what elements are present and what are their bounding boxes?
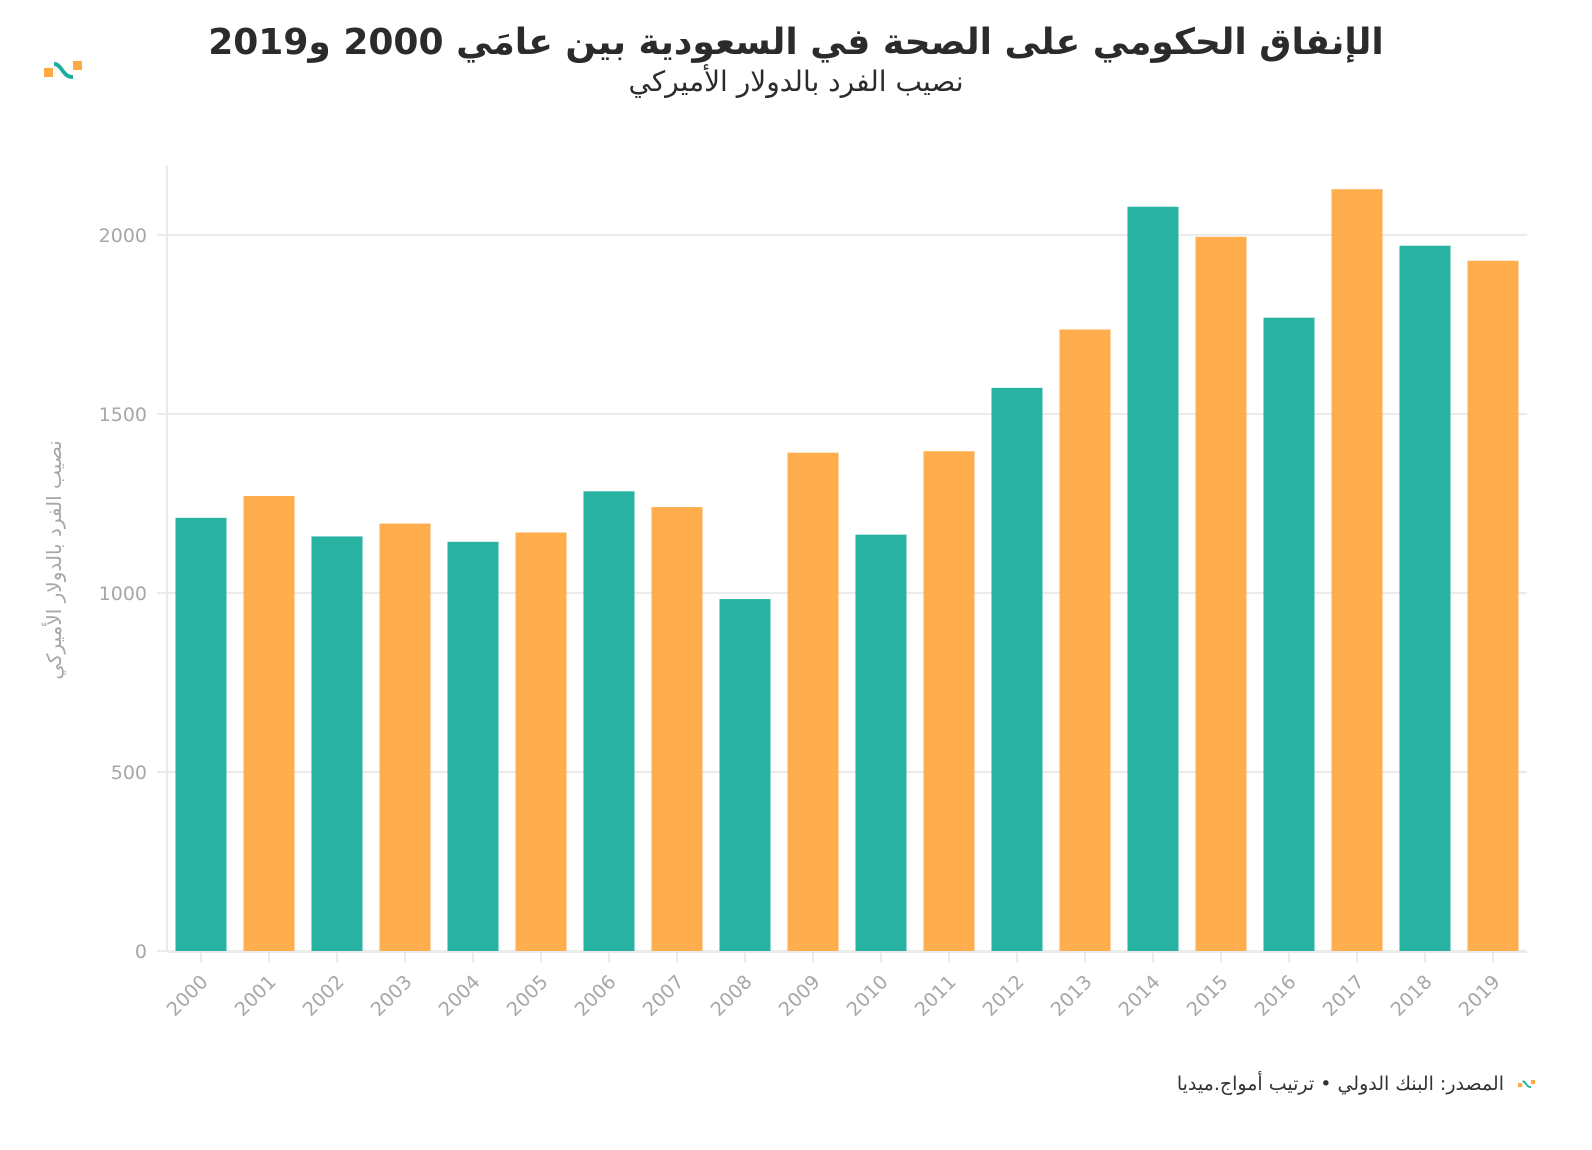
bar-2016 — [1263, 317, 1315, 951]
x-tick-label: 2003 — [367, 971, 417, 1021]
bar-2013 — [1059, 329, 1111, 952]
bar-2003 — [379, 523, 431, 951]
x-tick-label: 2004 — [435, 971, 485, 1021]
chart-title: الإنفاق الحكومي على الصحة في السعودية بي… — [208, 22, 1384, 63]
x-tick-label: 2016 — [1251, 971, 1301, 1021]
y-tick-label: 0 — [135, 941, 147, 963]
bar-2014 — [1127, 206, 1179, 951]
x-tick-label: 2013 — [1047, 971, 1097, 1021]
bar-2011 — [923, 451, 975, 951]
x-tick-label: 2010 — [843, 971, 893, 1021]
x-tick-label: 2007 — [639, 971, 689, 1021]
y-tick-label: 500 — [111, 762, 147, 784]
bar-2001 — [243, 495, 295, 951]
x-tick-label: 2018 — [1387, 971, 1437, 1021]
amwaj-media-logo-icon — [44, 61, 82, 79]
x-tick-label: 2019 — [1455, 971, 1505, 1021]
x-tick-label: 2000 — [163, 971, 213, 1021]
x-tick-label: 2002 — [299, 971, 349, 1021]
bar-2000 — [175, 517, 227, 951]
x-tick-label: 2012 — [979, 971, 1029, 1021]
source-text: المصدر: البنك الدولي • ترتيب أمواج.ميديا — [1176, 1073, 1504, 1095]
bar-2018 — [1399, 245, 1451, 952]
y-tick-label: 1000 — [99, 583, 147, 605]
x-tick-label: 2006 — [571, 971, 621, 1021]
bar-2002 — [311, 536, 363, 951]
bar-2017 — [1331, 189, 1383, 951]
x-tick-label: 2008 — [707, 971, 757, 1021]
y-tick-label: 1500 — [99, 404, 147, 426]
x-tick-label: 2011 — [911, 971, 961, 1021]
footer: المصدر: البنك الدولي • ترتيب أمواج.ميديا — [1177, 1073, 1536, 1095]
bar-2004 — [447, 541, 499, 951]
x-tick-label: 2001 — [231, 971, 281, 1021]
footer-logo-icon — [1518, 1079, 1536, 1089]
bar-2007 — [651, 507, 703, 951]
chart-header: الإنفاق الحكومي على الصحة في السعودية بي… — [0, 22, 1592, 98]
x-tick-label: 2005 — [503, 971, 553, 1021]
y-tick-label: 2000 — [99, 225, 147, 247]
x-tick-label: 2014 — [1115, 971, 1165, 1021]
x-tick-label: 2009 — [775, 971, 825, 1021]
x-tick-label: 2015 — [1183, 971, 1233, 1021]
bar-2006 — [583, 491, 635, 951]
bar-2019 — [1467, 260, 1519, 951]
chart-subtitle: نصيب الفرد بالدولار الأميركي — [628, 65, 964, 98]
bar-2008 — [719, 599, 771, 951]
x-tick-label: 2017 — [1319, 971, 1369, 1021]
bar-2009 — [787, 452, 839, 951]
bar-2005 — [515, 532, 567, 951]
bar-2010 — [855, 534, 907, 951]
bar-2012 — [991, 387, 1043, 952]
bar-2015 — [1195, 236, 1247, 952]
